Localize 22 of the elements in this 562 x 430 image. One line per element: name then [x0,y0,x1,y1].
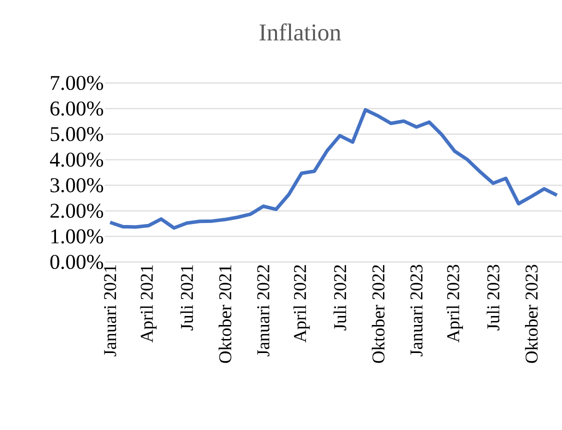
x-tick-label: Januari 2023 [410,264,423,356]
x-tick-label: April 2021 [140,265,157,343]
x-tick-label: April 2022 [293,265,310,343]
y-tick-label: 5.00% [50,127,104,142]
x-tick-label: Juli 2021 [180,265,194,330]
y-tick-label: 1.00% [51,229,104,244]
x-tick-label: April 2023 [446,264,463,343]
x-tick-label: Oktober 2022 [372,265,385,363]
chart-title: Inflation [260,23,341,41]
x-tick-label: Juli 2023 [486,264,500,330]
y-tick-label: 3.00% [50,178,104,192]
x-tick-label: Januari 2021 [104,265,116,356]
x-tick-label: Januari 2022 [257,265,270,356]
y-tick-label: 2.00% [50,204,104,218]
x-tick-label: Juli 2022 [334,265,346,330]
y-tick-label: 6.00% [50,101,104,116]
y-tick-label: 7.00% [50,76,104,90]
y-tick-label: 0.00% [50,254,104,270]
y-tick-label: 4.00% [50,152,104,167]
x-tick-label: Oktober 2023 [525,264,538,363]
x-tick-label: Oktober 2021 [218,265,232,363]
line-series [108,108,559,230]
